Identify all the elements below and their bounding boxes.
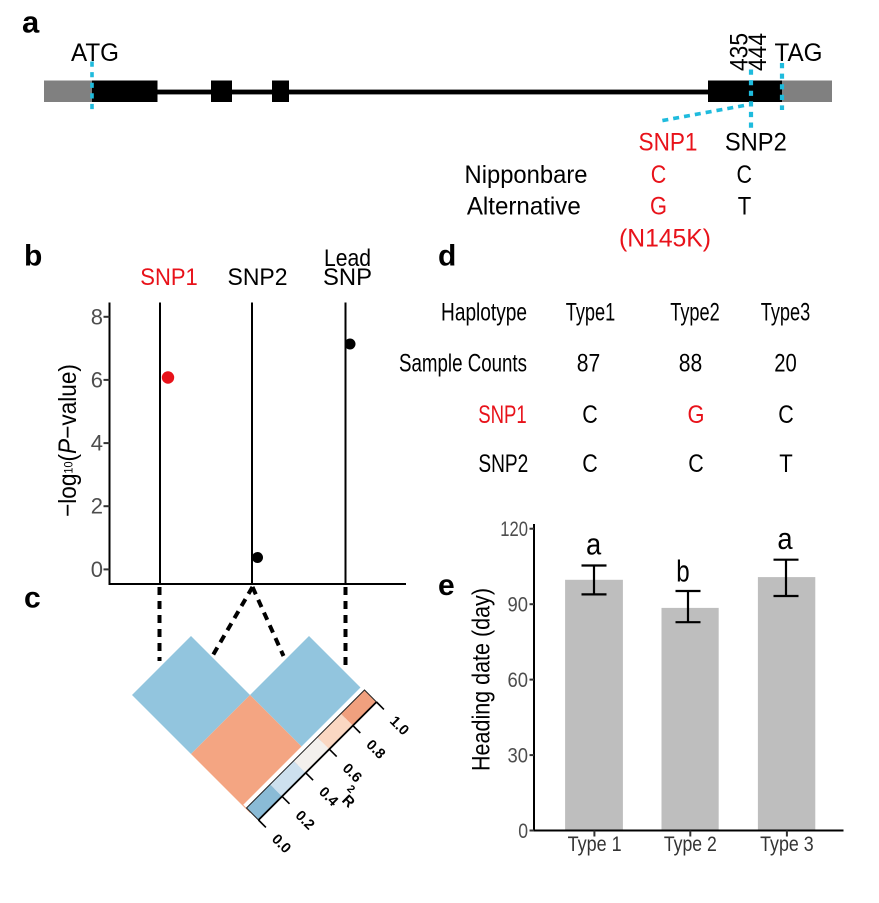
svg-text:SNP2: SNP2 bbox=[478, 450, 528, 478]
svg-text:6: 6 bbox=[91, 367, 103, 392]
svg-text:(N145K): (N145K) bbox=[619, 225, 711, 252]
svg-text:T: T bbox=[738, 192, 751, 220]
svg-text:435: 435 bbox=[726, 33, 754, 71]
svg-text:Type 1: Type 1 bbox=[568, 833, 622, 857]
svg-text:b: b bbox=[676, 554, 689, 589]
svg-text:Heading date (day): Heading date (day) bbox=[467, 588, 495, 771]
svg-text:d: d bbox=[438, 240, 456, 273]
svg-text:Type 2: Type 2 bbox=[664, 832, 717, 856]
svg-text:SNP1: SNP1 bbox=[140, 263, 197, 290]
svg-text:Type1: Type1 bbox=[566, 298, 615, 327]
svg-text:b: b bbox=[24, 240, 42, 273]
svg-text:C: C bbox=[737, 160, 753, 188]
svg-text:90: 90 bbox=[507, 594, 528, 617]
svg-text:Sample Counts: Sample Counts bbox=[399, 349, 527, 377]
svg-text:ATG: ATG bbox=[71, 40, 119, 67]
svg-text:G: G bbox=[688, 401, 705, 429]
svg-text:2: 2 bbox=[91, 494, 103, 519]
svg-text:30: 30 bbox=[507, 745, 528, 768]
svg-text:Lead: Lead bbox=[324, 245, 371, 272]
svg-text:0: 0 bbox=[518, 820, 528, 844]
svg-text:Type3: Type3 bbox=[761, 298, 810, 327]
svg-text:SNP1: SNP1 bbox=[639, 129, 698, 157]
svg-text:20: 20 bbox=[774, 348, 796, 377]
svg-text:Haplotype: Haplotype bbox=[441, 298, 527, 326]
svg-text:e: e bbox=[438, 569, 455, 602]
svg-text:C: C bbox=[651, 160, 667, 188]
svg-text:−log10(P−value): −log10(P−value) bbox=[54, 364, 82, 517]
svg-text:C: C bbox=[582, 449, 598, 477]
svg-text:8: 8 bbox=[91, 304, 103, 329]
svg-text:0: 0 bbox=[91, 557, 103, 582]
svg-text:c: c bbox=[24, 582, 41, 615]
svg-text:SNP2: SNP2 bbox=[228, 264, 288, 291]
svg-text:C: C bbox=[778, 400, 794, 428]
svg-text:4: 4 bbox=[91, 431, 103, 456]
svg-text:C: C bbox=[688, 449, 704, 477]
svg-text:TAG: TAG bbox=[775, 40, 823, 67]
svg-text:60: 60 bbox=[507, 669, 528, 692]
svg-text:87: 87 bbox=[577, 349, 600, 377]
svg-text:120: 120 bbox=[500, 518, 528, 541]
svg-text:G: G bbox=[650, 192, 667, 220]
svg-text:a: a bbox=[777, 522, 793, 556]
svg-text:C: C bbox=[582, 400, 598, 428]
svg-text:SNP2: SNP2 bbox=[725, 129, 787, 157]
svg-text:SNP1: SNP1 bbox=[478, 400, 527, 428]
svg-text:Type 3: Type 3 bbox=[760, 832, 813, 856]
svg-text:Type2: Type2 bbox=[670, 298, 719, 327]
svg-text:SNP: SNP bbox=[323, 264, 372, 291]
svg-text:444: 444 bbox=[744, 33, 772, 71]
svg-text:88: 88 bbox=[679, 349, 702, 377]
svg-text:T: T bbox=[779, 450, 792, 478]
svg-text:Alternative: Alternative bbox=[467, 193, 581, 220]
svg-text:a: a bbox=[22, 5, 40, 40]
svg-text:Nipponbare: Nipponbare bbox=[465, 161, 588, 189]
svg-text:a: a bbox=[586, 528, 602, 562]
